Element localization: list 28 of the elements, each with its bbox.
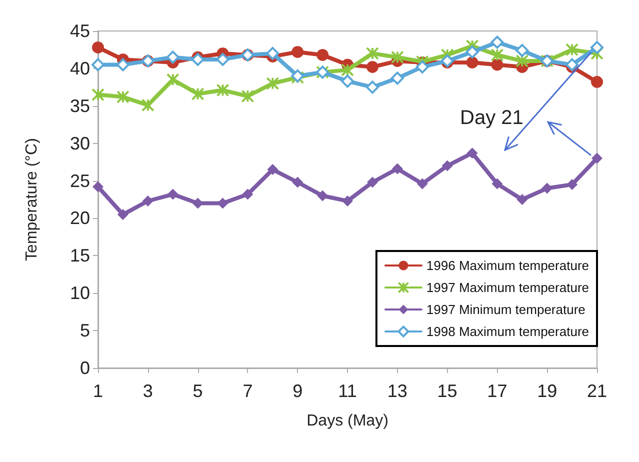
y-axis-title: Temperature (°C)	[24, 138, 40, 261]
x-tick-label: 3	[142, 381, 153, 401]
y-tick-label: 30	[70, 133, 90, 154]
y-tick-label: 5	[80, 320, 90, 341]
x-tick-label: 17	[487, 381, 508, 401]
x-tick-label: 13	[387, 381, 408, 401]
x-axis-title: Days (May)	[306, 412, 388, 430]
x-tick-label: 15	[437, 381, 458, 401]
y-tick-label: 15	[70, 246, 90, 266]
y-tick-label: 25	[70, 170, 90, 191]
x-tick-label: 5	[192, 381, 203, 401]
y-tick-label: 35	[70, 96, 90, 116]
legend-label: 1997 Maximum temperature	[426, 280, 590, 295]
x-tick-label: 21	[586, 381, 608, 401]
x-tick-label: 19	[537, 381, 558, 401]
y-tick-label: 10	[70, 283, 90, 304]
x-tick-label: 1	[92, 381, 104, 401]
y-tick-label: 45	[70, 21, 90, 41]
y-tick-label: 20	[70, 208, 90, 228]
x-tick-label: 11	[338, 381, 357, 401]
x-tick-label: 7	[242, 381, 253, 401]
annotation: Day 21	[460, 107, 524, 129]
legend-label: 1998 Maximum temperature	[426, 324, 590, 339]
x-tick-label: 9	[292, 381, 303, 401]
legend-label: 1996 Maximum temperature	[426, 258, 590, 273]
legend-label: 1997 Minimum temperature	[426, 302, 586, 317]
y-tick-label: 0	[80, 358, 90, 378]
y-tick-label: 40	[70, 58, 90, 78]
